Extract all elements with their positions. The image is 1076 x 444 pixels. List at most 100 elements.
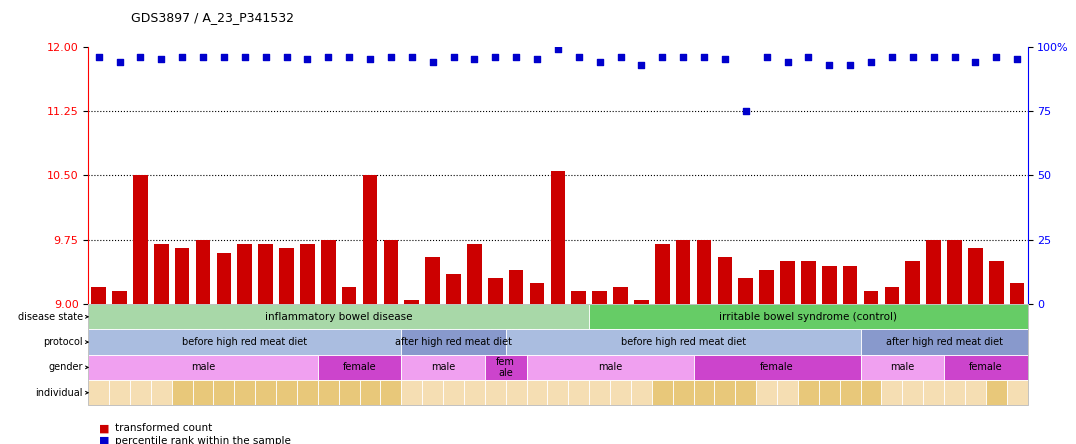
Point (111, 59, 128, 66)
Point (925, 53, 943, 60)
Bar (571, 291, 586, 304)
Bar (697, 240, 711, 304)
Bar (238, 244, 252, 304)
Text: female: female (343, 362, 377, 373)
Bar (655, 244, 669, 304)
Point (1008, 56, 1025, 63)
Point (153, 56, 170, 63)
Point (633, 61, 650, 68)
Point (988, 53, 1005, 60)
Point (278, 53, 295, 60)
Point (758, 53, 775, 60)
Text: GDS3897 / A_23_P341532: GDS3897 / A_23_P341532 (131, 11, 294, 24)
Text: individual: individual (36, 388, 83, 398)
Bar (467, 244, 482, 304)
Text: transformed count: transformed count (115, 424, 212, 433)
Text: male: male (431, 362, 455, 373)
Bar (384, 240, 398, 304)
Text: fem
ale: fem ale (496, 357, 515, 378)
Point (799, 53, 817, 60)
Bar (405, 300, 419, 304)
Bar (760, 270, 774, 304)
Bar (91, 287, 105, 304)
Bar (676, 240, 691, 304)
Bar (425, 257, 440, 304)
Point (215, 53, 232, 60)
Point (320, 53, 337, 60)
Point (382, 53, 399, 60)
Point (131, 53, 148, 60)
Point (404, 53, 421, 60)
Point (675, 53, 692, 60)
Bar (613, 287, 627, 304)
Point (717, 56, 734, 63)
Point (299, 56, 316, 63)
Point (195, 53, 212, 60)
Bar (133, 175, 147, 304)
Point (883, 53, 901, 60)
Text: female: female (761, 362, 794, 373)
Bar (489, 278, 502, 304)
Bar (342, 287, 356, 304)
Point (528, 56, 546, 63)
Bar (216, 253, 231, 304)
Point (695, 53, 712, 60)
Point (966, 59, 983, 66)
Bar (551, 171, 565, 304)
Point (340, 53, 357, 60)
Point (904, 53, 921, 60)
Text: male: male (598, 362, 622, 373)
Point (737, 107, 754, 115)
Bar (947, 240, 962, 304)
Point (570, 53, 587, 60)
Bar (1010, 283, 1024, 304)
Bar (112, 291, 127, 304)
Point (821, 61, 838, 68)
Text: female: female (969, 362, 1003, 373)
Bar (258, 244, 273, 304)
Bar (906, 261, 920, 304)
Point (862, 59, 879, 66)
Text: gender: gender (48, 362, 83, 373)
Point (508, 53, 525, 60)
Point (486, 53, 504, 60)
Text: ■: ■ (99, 424, 110, 433)
Text: after high red meat diet: after high red meat diet (395, 337, 512, 347)
Bar (822, 266, 836, 304)
Text: before high red meat diet: before high red meat diet (621, 337, 746, 347)
Bar (196, 240, 210, 304)
Text: male: male (890, 362, 915, 373)
Point (173, 53, 190, 60)
Bar (718, 257, 732, 304)
Bar (363, 175, 378, 304)
Bar (447, 274, 461, 304)
Bar (593, 291, 607, 304)
Point (591, 59, 608, 66)
Bar (321, 240, 336, 304)
Point (424, 59, 441, 66)
Bar (780, 261, 795, 304)
Bar (989, 261, 1004, 304)
Bar (802, 261, 816, 304)
Bar (175, 248, 189, 304)
Text: protocol: protocol (43, 337, 83, 347)
Text: percentile rank within the sample: percentile rank within the sample (115, 436, 291, 444)
Bar (509, 270, 523, 304)
Point (445, 53, 463, 60)
Text: irritable bowel syndrome (control): irritable bowel syndrome (control) (720, 312, 897, 322)
Bar (738, 278, 753, 304)
Point (946, 53, 963, 60)
Text: after high red meat diet: after high red meat diet (886, 337, 1003, 347)
Point (779, 59, 796, 66)
Point (362, 56, 379, 63)
Text: before high red meat diet: before high red meat diet (182, 337, 308, 347)
Text: disease state: disease state (17, 312, 83, 322)
Bar (968, 248, 982, 304)
Bar (634, 300, 649, 304)
Text: ■: ■ (99, 436, 110, 444)
Point (257, 53, 274, 60)
Bar (280, 248, 294, 304)
Text: male: male (190, 362, 215, 373)
Text: inflammatory bowel disease: inflammatory bowel disease (265, 312, 412, 322)
Point (466, 56, 483, 63)
